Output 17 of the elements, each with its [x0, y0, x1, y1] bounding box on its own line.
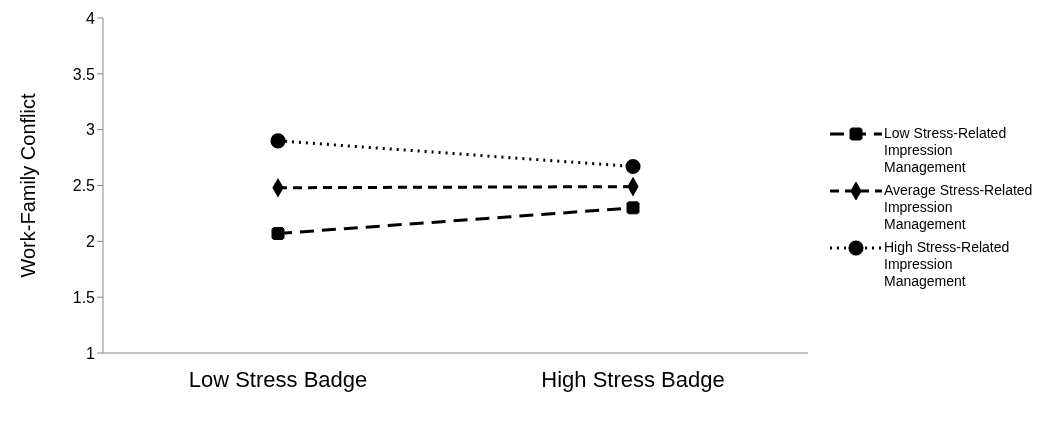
- y-tick-label: 1.5: [72, 288, 96, 306]
- point: [626, 201, 640, 215]
- point: [270, 133, 286, 149]
- point: [271, 227, 285, 241]
- x-tick-label: High Stress Badge: [541, 366, 725, 392]
- y-tick-label: 2.5: [72, 177, 96, 195]
- y-axis-title: Work-Family Conflict: [17, 93, 40, 278]
- legend-label: Average Stress-Related Impression Management: [884, 182, 1034, 233]
- y-tick-label: 3.5: [72, 65, 96, 83]
- x-tick-label: Low Stress Badge: [188, 366, 368, 392]
- legend-label: High Stress-Related Impression Management: [884, 239, 1011, 290]
- y-tick-label: 4: [86, 9, 96, 27]
- y-tick-label: 1: [86, 344, 96, 362]
- point: [625, 158, 641, 175]
- y-tick-label: 2: [86, 233, 96, 251]
- legend-label: Low Stress-Related Impression Management: [884, 125, 1008, 176]
- y-tick-label: 3: [86, 121, 96, 139]
